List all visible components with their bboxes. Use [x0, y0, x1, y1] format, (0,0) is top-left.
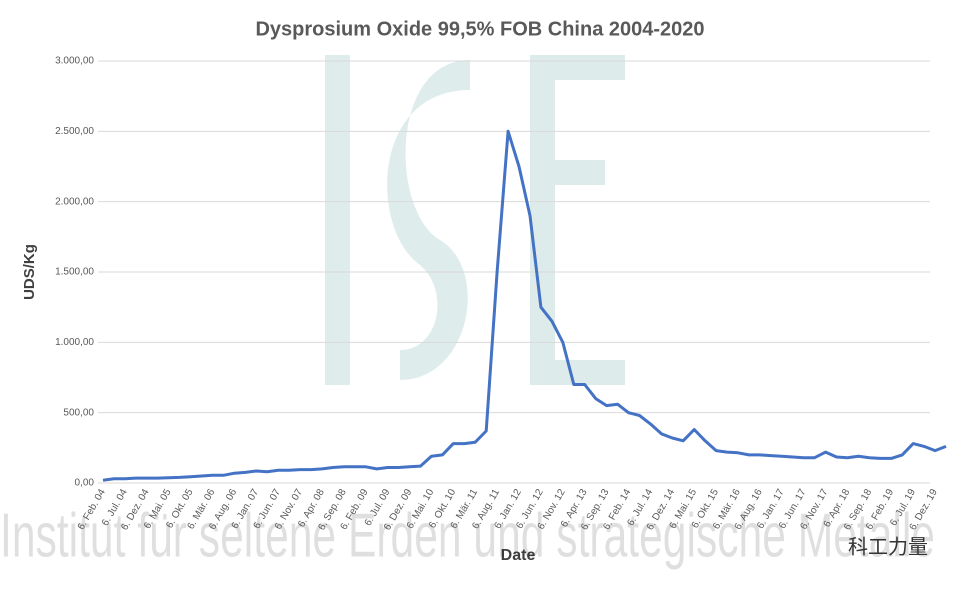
x-axis-label: Date: [501, 547, 536, 564]
y-tick-label: 1.000,00: [55, 337, 94, 348]
y-tick-label: 2.500,00: [55, 126, 94, 137]
y-axis-label: UDS/Kg: [21, 244, 38, 300]
y-tick-label: 500,00: [63, 407, 94, 418]
watermark-text: Institut für seltene Erden und strategis…: [0, 501, 935, 570]
badge-text: 科工力量: [848, 535, 928, 558]
line-series: [102, 129, 947, 482]
chart-title: Dysprosium Oxide 99,5% FOB China 2004-20…: [255, 18, 704, 40]
y-tick-label: 3.000,00: [55, 56, 94, 67]
y-tick-label: 2.000,00: [55, 196, 94, 207]
y-tick-label: 1.500,00: [55, 267, 94, 278]
logo-watermark: [325, 55, 625, 385]
y-tick-label: 0,00: [75, 478, 95, 489]
